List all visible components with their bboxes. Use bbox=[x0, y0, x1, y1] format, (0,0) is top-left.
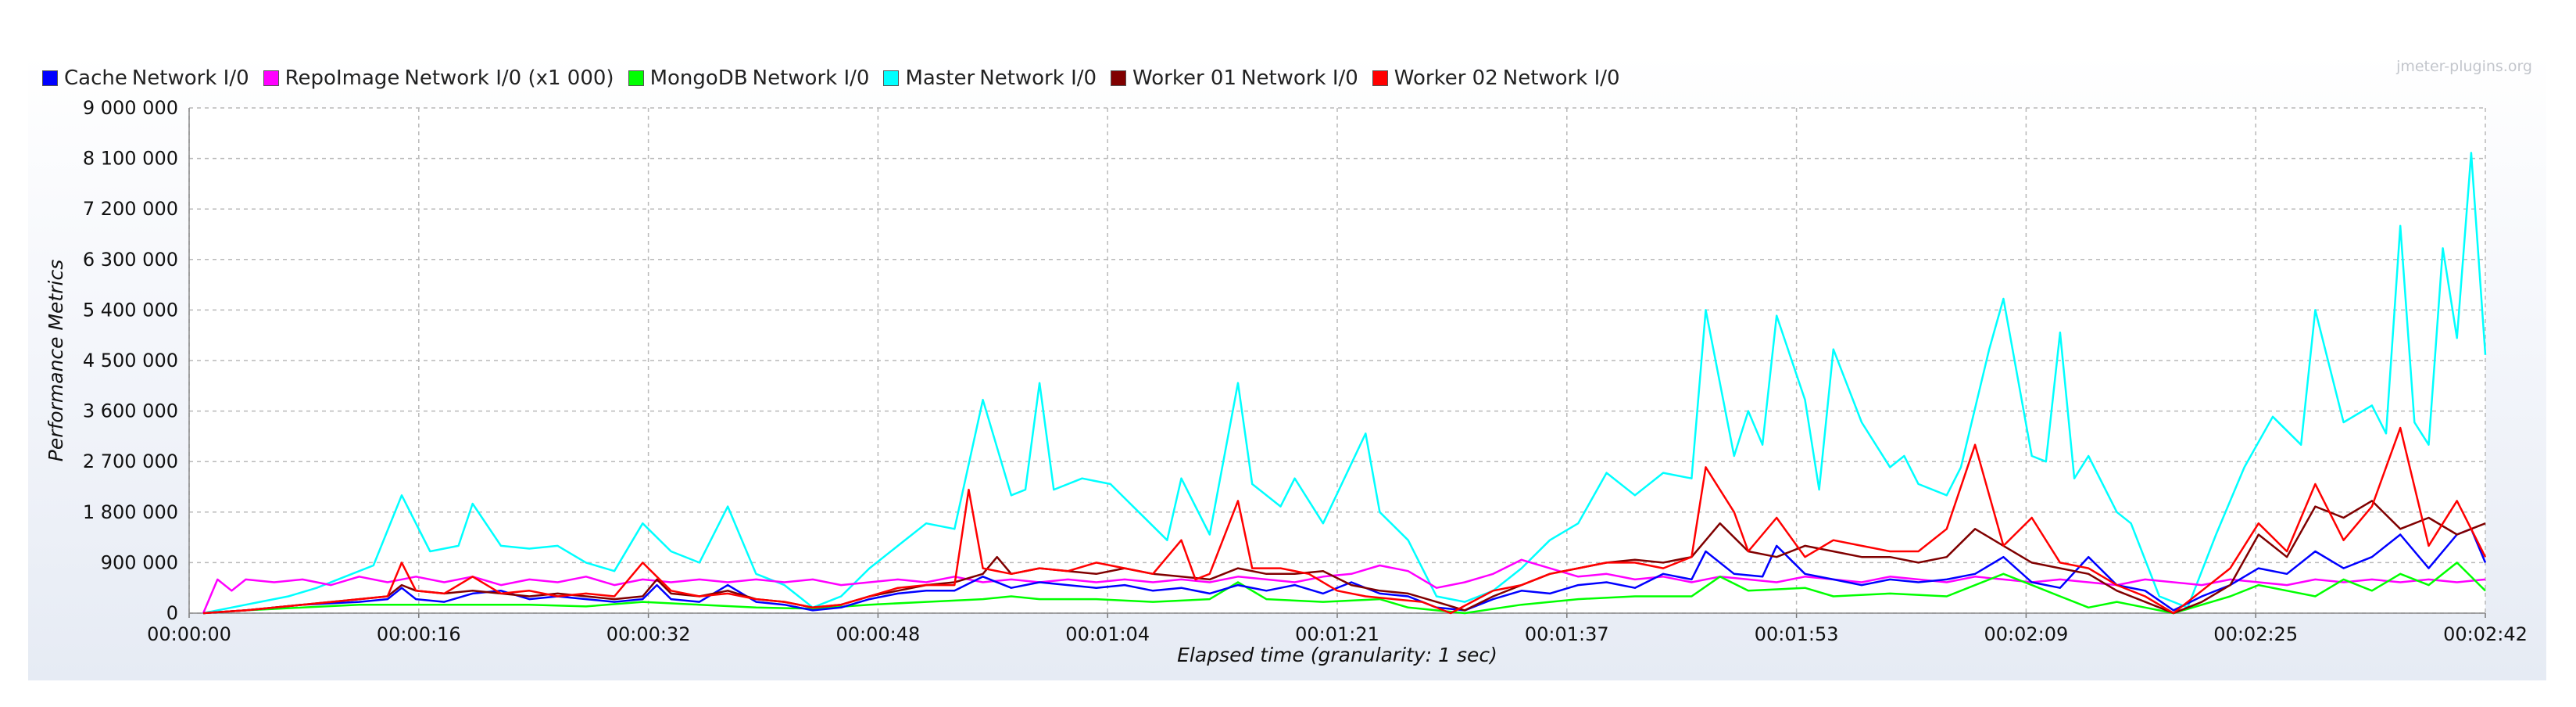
legend-item: Worker 01 Network I/0 bbox=[1111, 66, 1358, 90]
x-tick-label: 00:02:42 bbox=[2443, 623, 2528, 645]
x-tick-label: 00:02:25 bbox=[2213, 623, 2298, 645]
legend-swatch bbox=[42, 70, 58, 86]
legend-item: MongoDB Network I/0 bbox=[628, 66, 870, 90]
series-line-5 bbox=[203, 500, 2486, 615]
legend-item: Master Network I/0 bbox=[883, 66, 1097, 90]
x-tick-label: 00:00:48 bbox=[836, 623, 921, 645]
series-line-3 bbox=[203, 562, 2486, 615]
x-tick-label: 00:01:53 bbox=[1755, 623, 1839, 645]
x-tick-label: 00:00:00 bbox=[147, 623, 231, 645]
legend-series-name: MongoDB bbox=[649, 66, 748, 90]
y-axis-title: Performance Metrics bbox=[45, 260, 67, 461]
legend-series-name: RepoImage bbox=[284, 66, 400, 90]
y-tick-label: 4 500 000 bbox=[83, 350, 178, 371]
y-tick-label: 2 700 000 bbox=[83, 450, 178, 472]
y-tick-label: 8 100 000 bbox=[83, 148, 178, 170]
series-line-4 bbox=[203, 528, 2487, 615]
legend-item: Cache Network I/0 bbox=[42, 66, 249, 90]
legend-series-name: Cache bbox=[64, 66, 127, 90]
x-tick-label: 00:01:21 bbox=[1295, 623, 1379, 645]
series-line-1 bbox=[202, 152, 2487, 615]
legend-swatch bbox=[883, 70, 900, 86]
series-line-2 bbox=[202, 558, 2486, 614]
legend-series-suffix: Network I/0 bbox=[1502, 66, 1620, 90]
y-tick-label: 6 300 000 bbox=[83, 249, 178, 271]
x-tick-label: 00:00:16 bbox=[377, 623, 461, 645]
legend: Cache Network I/0 RepoImage Network I/0 (x1… bbox=[42, 63, 1634, 94]
y-tick-label: 1 800 000 bbox=[83, 501, 178, 523]
y-tick-label: 7 200 000 bbox=[83, 198, 178, 220]
series-line-6 bbox=[203, 426, 2487, 615]
legend-item: RepoImage Network I/0 (x1 000) bbox=[263, 66, 614, 90]
legend-swatch bbox=[1111, 70, 1127, 86]
legend-series-name: Worker 02 bbox=[1394, 66, 1498, 90]
legend-series-suffix: Network I/0 bbox=[979, 66, 1097, 90]
x-tick-label: 00:00:32 bbox=[606, 623, 691, 645]
x-tick-label: 00:01:04 bbox=[1065, 623, 1150, 645]
legend-series-suffix: Network I/0 bbox=[1241, 66, 1358, 90]
watermark: jmeter-plugins.org bbox=[2396, 58, 2532, 75]
legend-series-suffix: Network I/0 bbox=[752, 66, 870, 90]
y-tick-label: 5 400 000 bbox=[83, 299, 178, 321]
x-axis-title: Elapsed time (granularity: 1 sec) bbox=[1177, 644, 1497, 666]
legend-series-suffix: Network I/0 (x1 000) bbox=[404, 66, 614, 90]
legend-swatch bbox=[1372, 70, 1388, 86]
y-tick-label: 3 600 000 bbox=[83, 400, 178, 422]
legend-series-name: Master bbox=[905, 66, 975, 90]
x-tick-label: 00:02:09 bbox=[1984, 623, 2069, 645]
legend-swatch bbox=[628, 70, 644, 86]
legend-item: Worker 02 Network I/0 bbox=[1372, 66, 1620, 90]
x-tick-label: 00:01:37 bbox=[1525, 623, 1609, 645]
legend-swatch bbox=[263, 70, 279, 86]
legend-series-suffix: Network I/0 bbox=[131, 66, 249, 90]
y-tick-label: 900 000 bbox=[101, 551, 178, 573]
y-tick-label: 0 bbox=[166, 602, 178, 624]
y-tick-label: 9 000 000 bbox=[83, 97, 178, 119]
legend-series-name: Worker 01 bbox=[1132, 66, 1236, 90]
